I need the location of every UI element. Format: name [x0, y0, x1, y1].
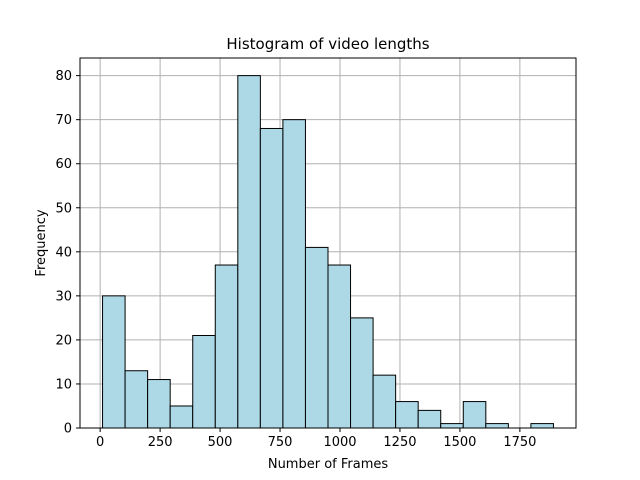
x-tick-label: 0 [96, 435, 104, 450]
x-tick-label: 1250 [383, 435, 416, 450]
histogram-bar [395, 401, 419, 429]
y-ticks: 0 10 20 30 40 50 60 70 80 [55, 69, 80, 437]
histogram-bar [304, 246, 329, 429]
x-tick-label: 250 [148, 435, 173, 450]
histogram-bar [440, 423, 464, 429]
histogram-bar [372, 374, 397, 429]
histogram-bar [214, 264, 239, 429]
x-tick-label: 1500 [443, 435, 476, 450]
x-ticks: 0 250 500 750 1000 1250 1500 1750 [96, 428, 536, 450]
histogram-bar [237, 75, 261, 429]
histogram-bar [350, 317, 374, 429]
histogram-bar [102, 295, 126, 429]
y-tick-label: 60 [55, 157, 72, 172]
histogram-bar [282, 119, 306, 429]
histogram-bar [147, 379, 171, 429]
y-tick-label: 70 [55, 113, 72, 128]
chart-title: Histogram of video lengths [226, 35, 429, 53]
histogram-bar [169, 405, 194, 429]
histogram-bar [530, 423, 554, 429]
y-tick-label: 80 [55, 69, 72, 84]
y-tick-label: 20 [55, 333, 72, 348]
y-tick-label: 50 [55, 201, 72, 216]
histogram-bar [192, 335, 216, 429]
x-axis-label: Number of Frames [268, 457, 389, 472]
histogram-bar [462, 401, 487, 429]
histogram-bar [259, 127, 284, 429]
y-tick-label: 0 [64, 422, 72, 437]
plot-frame [79, 57, 577, 429]
x-tick-label: 1750 [503, 435, 536, 450]
x-tick-label: 500 [208, 435, 233, 450]
y-axis-label: Frequency [34, 209, 49, 276]
y-tick-label: 30 [55, 289, 72, 304]
x-tick-label: 1000 [323, 435, 356, 450]
histogram-bar [417, 409, 442, 429]
histogram-bar [485, 423, 509, 429]
x-tick-label: 750 [268, 435, 293, 450]
y-tick-label: 10 [55, 377, 72, 392]
histogram-bar [327, 264, 352, 429]
y-tick-label: 40 [55, 245, 72, 260]
histogram-bar [124, 370, 149, 429]
